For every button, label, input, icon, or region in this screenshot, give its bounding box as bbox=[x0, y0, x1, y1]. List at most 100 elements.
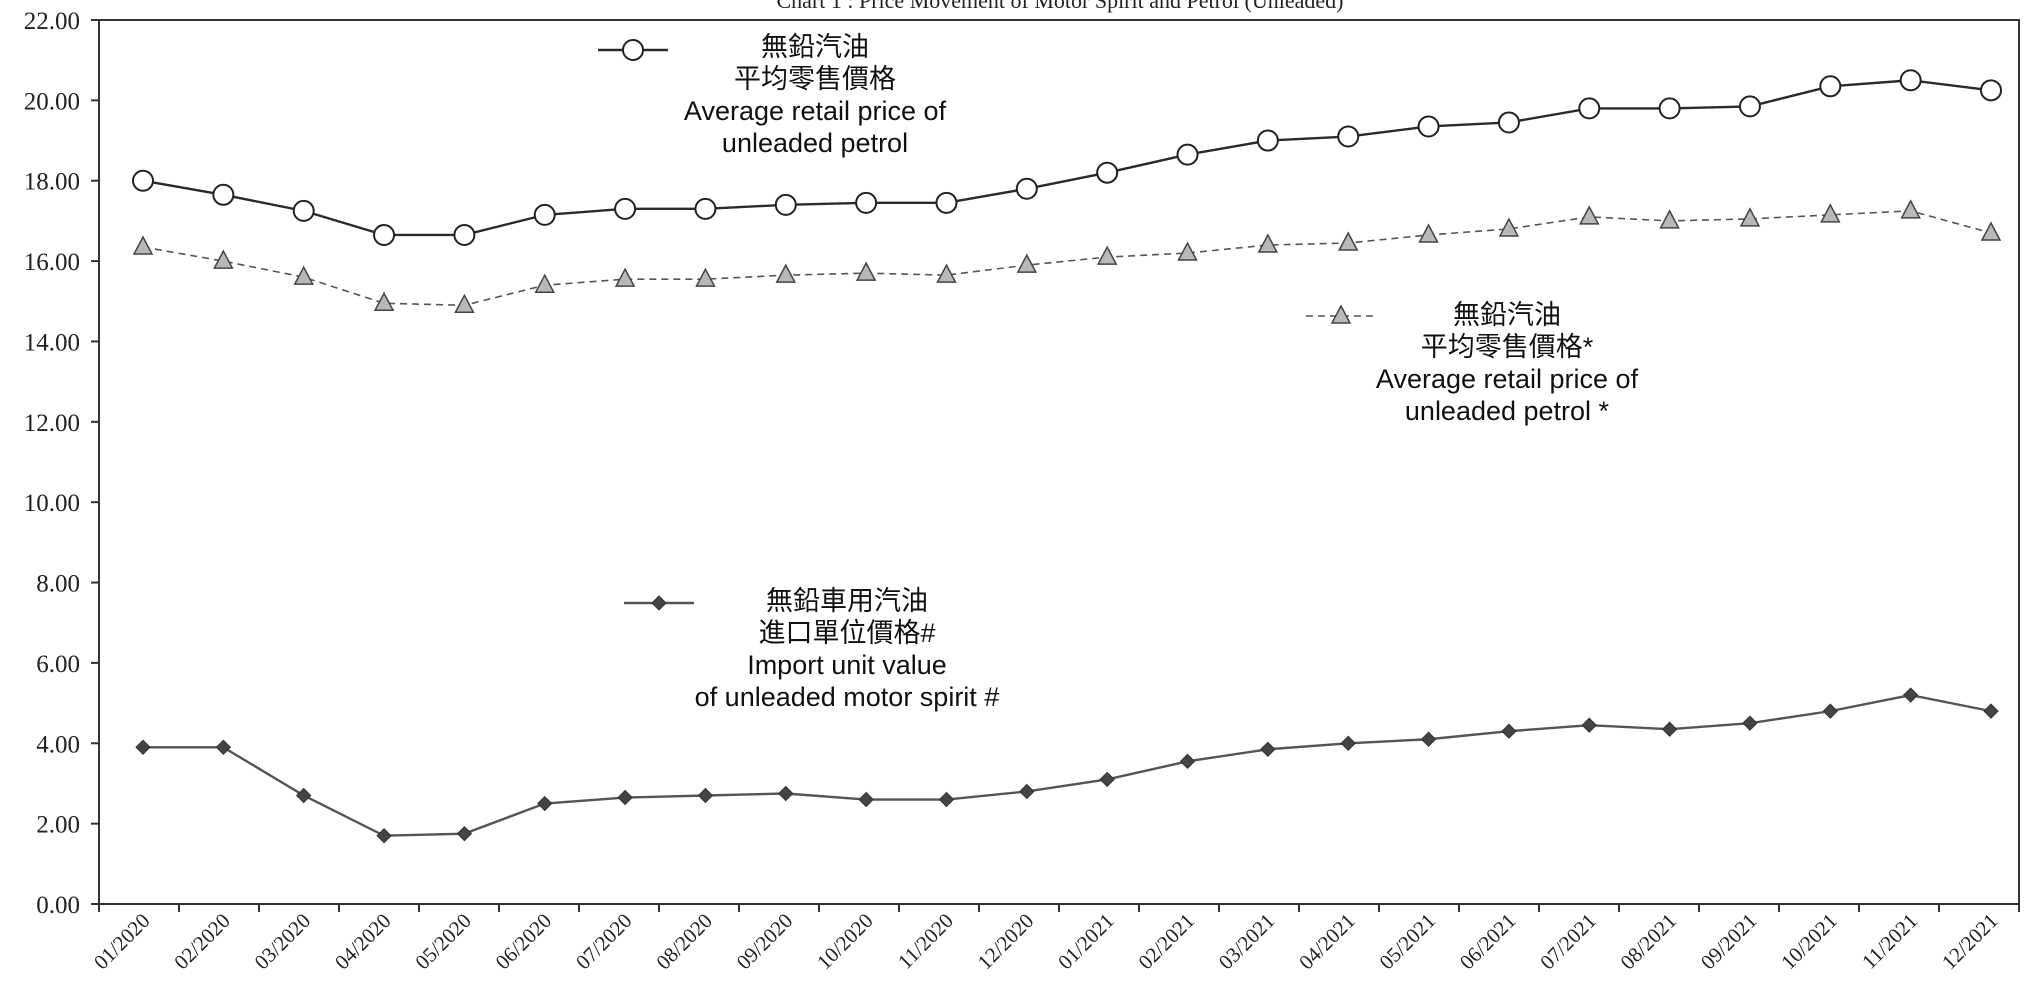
series-2-point bbox=[132, 235, 154, 255]
chart-title: Chart 1 : Price Movement of Motor Spirit… bbox=[777, 0, 1344, 13]
series-1-point bbox=[373, 223, 396, 246]
y-tick-label: 12.00 bbox=[24, 410, 80, 437]
series-3-point bbox=[135, 739, 151, 755]
legend-label: 無鉛車用汽油 bbox=[766, 586, 928, 616]
series-3-point bbox=[1179, 753, 1196, 770]
series-2-point bbox=[775, 263, 797, 283]
x-tick-label: 11/2020 bbox=[893, 909, 958, 974]
x-tick-label: 10/2020 bbox=[812, 909, 878, 975]
series-1-point bbox=[855, 191, 878, 214]
series-1-point bbox=[1819, 75, 1842, 98]
series-2-point bbox=[1659, 209, 1680, 229]
y-tick-label: 16.00 bbox=[24, 249, 80, 276]
legend-label: 平均零售價格* bbox=[1421, 332, 1594, 362]
legend-label: of unleaded motor spirit # bbox=[695, 682, 1000, 712]
x-tick-label: 04/2020 bbox=[330, 909, 396, 975]
series-1-point bbox=[1658, 97, 1681, 120]
series-3-point bbox=[778, 785, 794, 802]
x-tick-label: 10/2021 bbox=[1776, 909, 1842, 975]
x-tick-label: 09/2020 bbox=[732, 909, 798, 975]
x-tick-label: 04/2021 bbox=[1294, 909, 1360, 975]
x-tick-label: 09/2021 bbox=[1696, 909, 1762, 975]
series-2-point bbox=[1579, 205, 1600, 225]
series-3 bbox=[135, 687, 1999, 844]
x-tick-label: 03/2020 bbox=[250, 909, 316, 975]
series-2-line bbox=[142, 210, 1992, 307]
x-tick-label: 12/2020 bbox=[973, 909, 1039, 975]
plot-frame bbox=[98, 19, 2020, 905]
series-3-point bbox=[1420, 731, 1437, 747]
series-1-point bbox=[1256, 129, 1279, 152]
series-1-point bbox=[212, 183, 235, 206]
series-3-line bbox=[143, 693, 1992, 837]
legend-label: Import unit value bbox=[747, 650, 947, 680]
x-tick-label: 03/2021 bbox=[1214, 909, 1280, 975]
series-2-point bbox=[1177, 241, 1198, 261]
series-2-point bbox=[293, 265, 314, 285]
series-3-point bbox=[1661, 721, 1678, 737]
series-1-point bbox=[292, 199, 315, 222]
series-2 bbox=[132, 199, 2002, 314]
series-1-point bbox=[1497, 111, 1520, 134]
legend-label: unleaded petrol bbox=[722, 128, 908, 158]
series-1-point bbox=[1578, 97, 1601, 120]
y-tick-label: 0.00 bbox=[36, 892, 80, 919]
y-tick-label: 14.00 bbox=[24, 329, 80, 356]
series-1 bbox=[132, 69, 2002, 246]
series-3-point bbox=[1902, 687, 1919, 703]
y-tick-label: 6.00 bbox=[36, 651, 80, 678]
series-3-point bbox=[376, 827, 392, 844]
series-layer bbox=[132, 69, 2002, 844]
series-3-point bbox=[1822, 703, 1839, 719]
series-1-point bbox=[533, 203, 556, 226]
series-3-point bbox=[1260, 741, 1276, 758]
x-tick-label: 05/2021 bbox=[1374, 909, 1440, 975]
series-3-point bbox=[295, 787, 312, 804]
legend-label: 進口單位價格# bbox=[758, 618, 935, 648]
series-2-point bbox=[614, 267, 636, 287]
series-2-point bbox=[1900, 199, 1921, 219]
series-3-point bbox=[1019, 783, 1035, 800]
x-tick-label: 05/2020 bbox=[410, 909, 476, 975]
series-2-point bbox=[1016, 253, 1038, 273]
series-2-point bbox=[213, 249, 234, 269]
y-tick-label: 4.00 bbox=[36, 731, 80, 758]
series-1-point bbox=[132, 169, 154, 192]
series-2-point bbox=[373, 291, 395, 312]
series-1-point bbox=[1015, 177, 1038, 200]
legend-label: Average retail price of bbox=[684, 96, 947, 126]
x-tick-label: 07/2021 bbox=[1535, 909, 1601, 975]
series-3-point bbox=[1581, 717, 1597, 733]
series-2-point bbox=[1257, 233, 1279, 253]
series-1-point bbox=[935, 191, 958, 214]
series-1-point bbox=[1096, 161, 1119, 184]
series-1-point bbox=[694, 197, 717, 220]
series-2-point bbox=[1096, 245, 1118, 265]
series-3-point bbox=[1983, 703, 1999, 719]
y-tick-label: 2.00 bbox=[36, 812, 80, 839]
series-2-point bbox=[454, 293, 475, 314]
series-3-point bbox=[617, 789, 633, 806]
legend-label: unleaded petrol * bbox=[1405, 396, 1610, 426]
legend-label: 無鉛汽油 bbox=[1453, 300, 1561, 330]
y-tick-label: 22.00 bbox=[24, 8, 80, 35]
series-2-point bbox=[1820, 203, 1841, 223]
x-tick-label: 08/2021 bbox=[1615, 909, 1681, 975]
series-1-line bbox=[142, 79, 1992, 237]
series-3-point bbox=[938, 791, 955, 808]
x-tick-label: 12/2021 bbox=[1937, 909, 2003, 975]
series-1-point bbox=[453, 223, 476, 246]
plot-border bbox=[98, 19, 2020, 905]
series-3-point bbox=[1742, 715, 1758, 731]
series-3-point bbox=[537, 795, 553, 812]
x-tick-label: 06/2021 bbox=[1455, 909, 1521, 975]
x-tick-label: 11/2021 bbox=[1857, 909, 1922, 974]
legend-label: 平均零售價格 bbox=[734, 64, 896, 94]
y-tick-label: 20.00 bbox=[24, 88, 80, 115]
series-1-point bbox=[1176, 143, 1199, 166]
